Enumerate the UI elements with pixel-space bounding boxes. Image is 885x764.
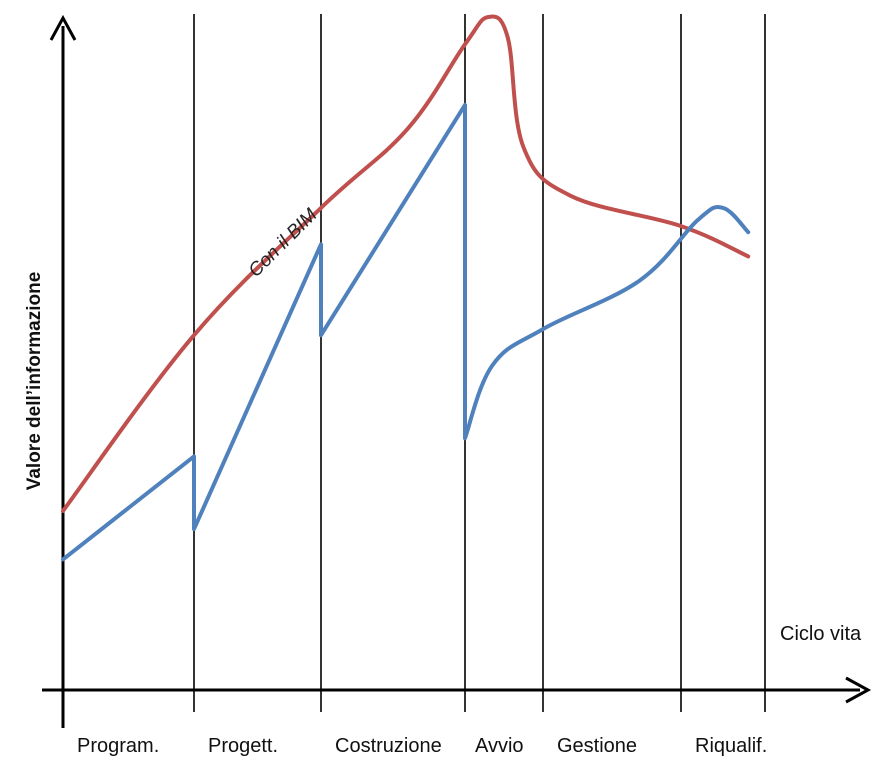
phase-labels: Program. Progett. Costruzione Avvio Gestione…	[77, 735, 767, 757]
series-lines	[61, 14, 751, 562]
axes	[42, 14, 872, 728]
phase-dividers	[193, 14, 766, 712]
phase-label-progett: Progett.	[208, 735, 278, 757]
x-axis-arrow-icon	[845, 676, 872, 704]
phase-label-costruzione: Costruzione	[335, 735, 442, 757]
phase-label-gestione: Gestione	[557, 735, 637, 757]
series-line-senza-bim	[61, 102, 751, 562]
y-axis-title: Valore dell’informazione	[24, 272, 45, 491]
series-line-con-il-bim	[61, 14, 751, 513]
y-axis-arrow-icon	[49, 14, 77, 41]
x-axis-title: Ciclo vita	[780, 623, 862, 645]
phase-label-avvio: Avvio	[475, 735, 524, 757]
phase-label-program: Program.	[77, 735, 159, 757]
phase-label-riqualif: Riqualif.	[695, 735, 767, 757]
